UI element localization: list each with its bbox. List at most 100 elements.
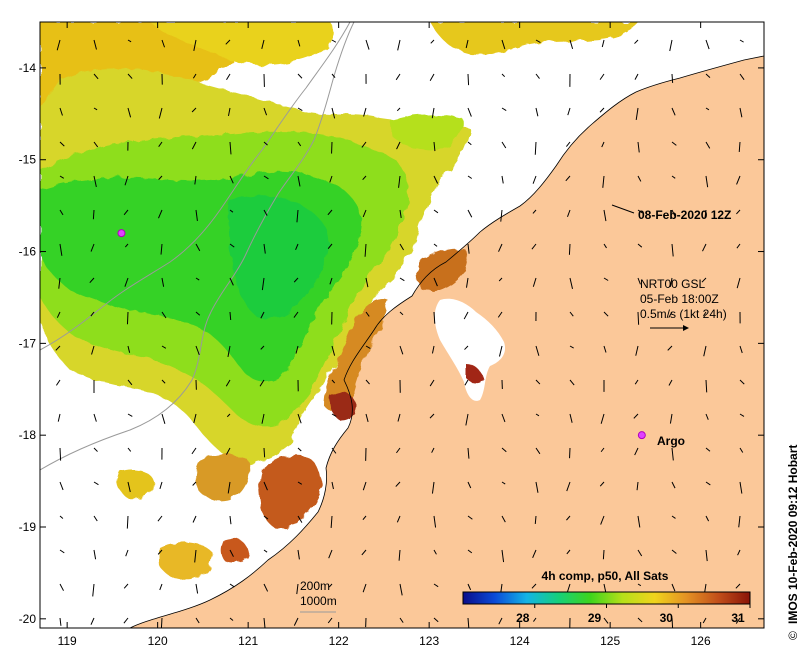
current-vector-92	[227, 107, 231, 117]
current-vector-198	[430, 39, 435, 44]
current-vector-337	[671, 481, 676, 489]
current-vector-329	[671, 209, 676, 217]
current-vector-112	[263, 175, 269, 180]
current-vector-70	[159, 583, 163, 591]
x-tick-label-6: 125	[600, 634, 620, 648]
current-vector-161	[327, 617, 333, 624]
current-vector-38	[127, 107, 132, 118]
current-vector-316	[634, 379, 639, 385]
current-vector-265	[535, 481, 539, 493]
current-legend: NRT00 GSL 05-Feb 18:00Z 0.5m/s (1kt 24h)	[640, 277, 727, 331]
current-vector-173	[365, 413, 369, 422]
current-vector-240	[498, 243, 503, 252]
current-vector-62	[161, 311, 167, 319]
current-vector-230	[467, 515, 473, 520]
current-vector-132	[295, 243, 299, 250]
current-vector-141	[297, 549, 300, 560]
colorbar: 4h comp, p50, All Sats 28 29 30 31	[462, 569, 751, 625]
current-legend-line-1: NRT00 GSL	[640, 277, 705, 291]
current-vector-49	[127, 481, 131, 493]
current-vector-51	[125, 549, 129, 557]
current-vector-108	[261, 39, 265, 50]
current-vector-323	[637, 617, 643, 623]
current-vector-258	[531, 243, 537, 250]
colorbar-gradient	[462, 591, 751, 605]
current-vector-257	[532, 209, 537, 214]
current-vector-309	[637, 141, 640, 153]
current-vector-127	[297, 73, 303, 79]
current-vector-65	[161, 413, 166, 424]
current-vector-270	[569, 39, 574, 50]
current-vector-363	[738, 141, 741, 153]
current-vector-113	[263, 209, 268, 216]
current-vector-299	[600, 413, 605, 424]
credit-text: IMOS 10-Feb-2020 09:12 Hobart	[786, 445, 800, 624]
current-vector-259	[532, 277, 537, 287]
argo-float-west-marker	[117, 229, 126, 238]
current-vector-20	[93, 107, 98, 111]
current-vector-185	[399, 209, 402, 219]
current-vector-14	[59, 515, 64, 519]
current-vector-105	[229, 549, 234, 557]
current-vector-372	[739, 447, 744, 453]
current-vector-356	[705, 515, 710, 522]
current-vector-60	[160, 243, 163, 255]
current-vector-284	[566, 515, 571, 521]
current-vector-343	[705, 73, 711, 79]
current-vector-21	[93, 141, 99, 148]
current-vector-120	[263, 447, 266, 458]
current-vector-36	[127, 39, 132, 43]
current-vector-361	[739, 73, 745, 80]
current-vector-61	[161, 277, 165, 287]
current-vector-248	[501, 515, 506, 523]
coastline	[129, 55, 764, 628]
current-vector-294	[603, 243, 607, 249]
current-vector-93	[229, 141, 232, 155]
current-vector-16	[59, 583, 64, 591]
credit: © IMOS 10-Feb-2020 09:12 Hobart	[786, 445, 800, 640]
current-vector-255	[534, 141, 537, 155]
current-vector-88	[195, 583, 199, 594]
current-vector-273	[565, 141, 571, 147]
current-vector-98	[229, 311, 232, 321]
current-vector-50	[126, 515, 129, 529]
x-tick-label-5: 124	[510, 634, 530, 648]
current-vector-34	[92, 583, 95, 597]
colorbar-tick-label-3: 31	[731, 611, 745, 625]
current-vector-151	[329, 277, 333, 285]
current-vector-218	[467, 107, 472, 117]
current-vector-338	[671, 515, 676, 519]
current-vector-296	[603, 311, 609, 317]
current-vector-197	[399, 617, 404, 623]
current-vector-256	[532, 175, 537, 184]
current-vector-64	[161, 379, 166, 384]
depth-legend-200m: 200m	[300, 579, 330, 593]
current-vector-160	[328, 583, 333, 588]
current-vector-326	[671, 107, 676, 116]
current-vector-243	[498, 345, 503, 357]
current-vector-102	[225, 447, 231, 455]
current-vector-95	[229, 209, 234, 213]
current-vector-52	[123, 583, 129, 589]
current-vector-291	[601, 141, 605, 148]
current-vector-293	[603, 209, 607, 222]
current-vector-178	[362, 583, 367, 593]
current-vector-210	[431, 447, 435, 453]
current-vector-30	[93, 447, 98, 452]
current-vector-8	[56, 311, 61, 318]
current-vector-236	[501, 107, 507, 111]
y-tick-label-3: -17	[19, 336, 37, 350]
current-vector-261	[535, 345, 540, 356]
current-vector-314	[637, 311, 640, 325]
current-vector-292	[602, 175, 605, 188]
current-vector-209	[429, 413, 435, 419]
current-vector-175	[362, 481, 367, 491]
current-vector-351	[703, 345, 707, 357]
current-vector-346	[705, 175, 709, 188]
current-vector-245	[501, 413, 506, 423]
current-vector-63	[161, 345, 167, 349]
current-vector-211	[431, 481, 435, 494]
current-vector-295	[603, 277, 609, 281]
current-vector-219	[467, 141, 472, 146]
x-tick-label-7: 126	[691, 634, 711, 648]
